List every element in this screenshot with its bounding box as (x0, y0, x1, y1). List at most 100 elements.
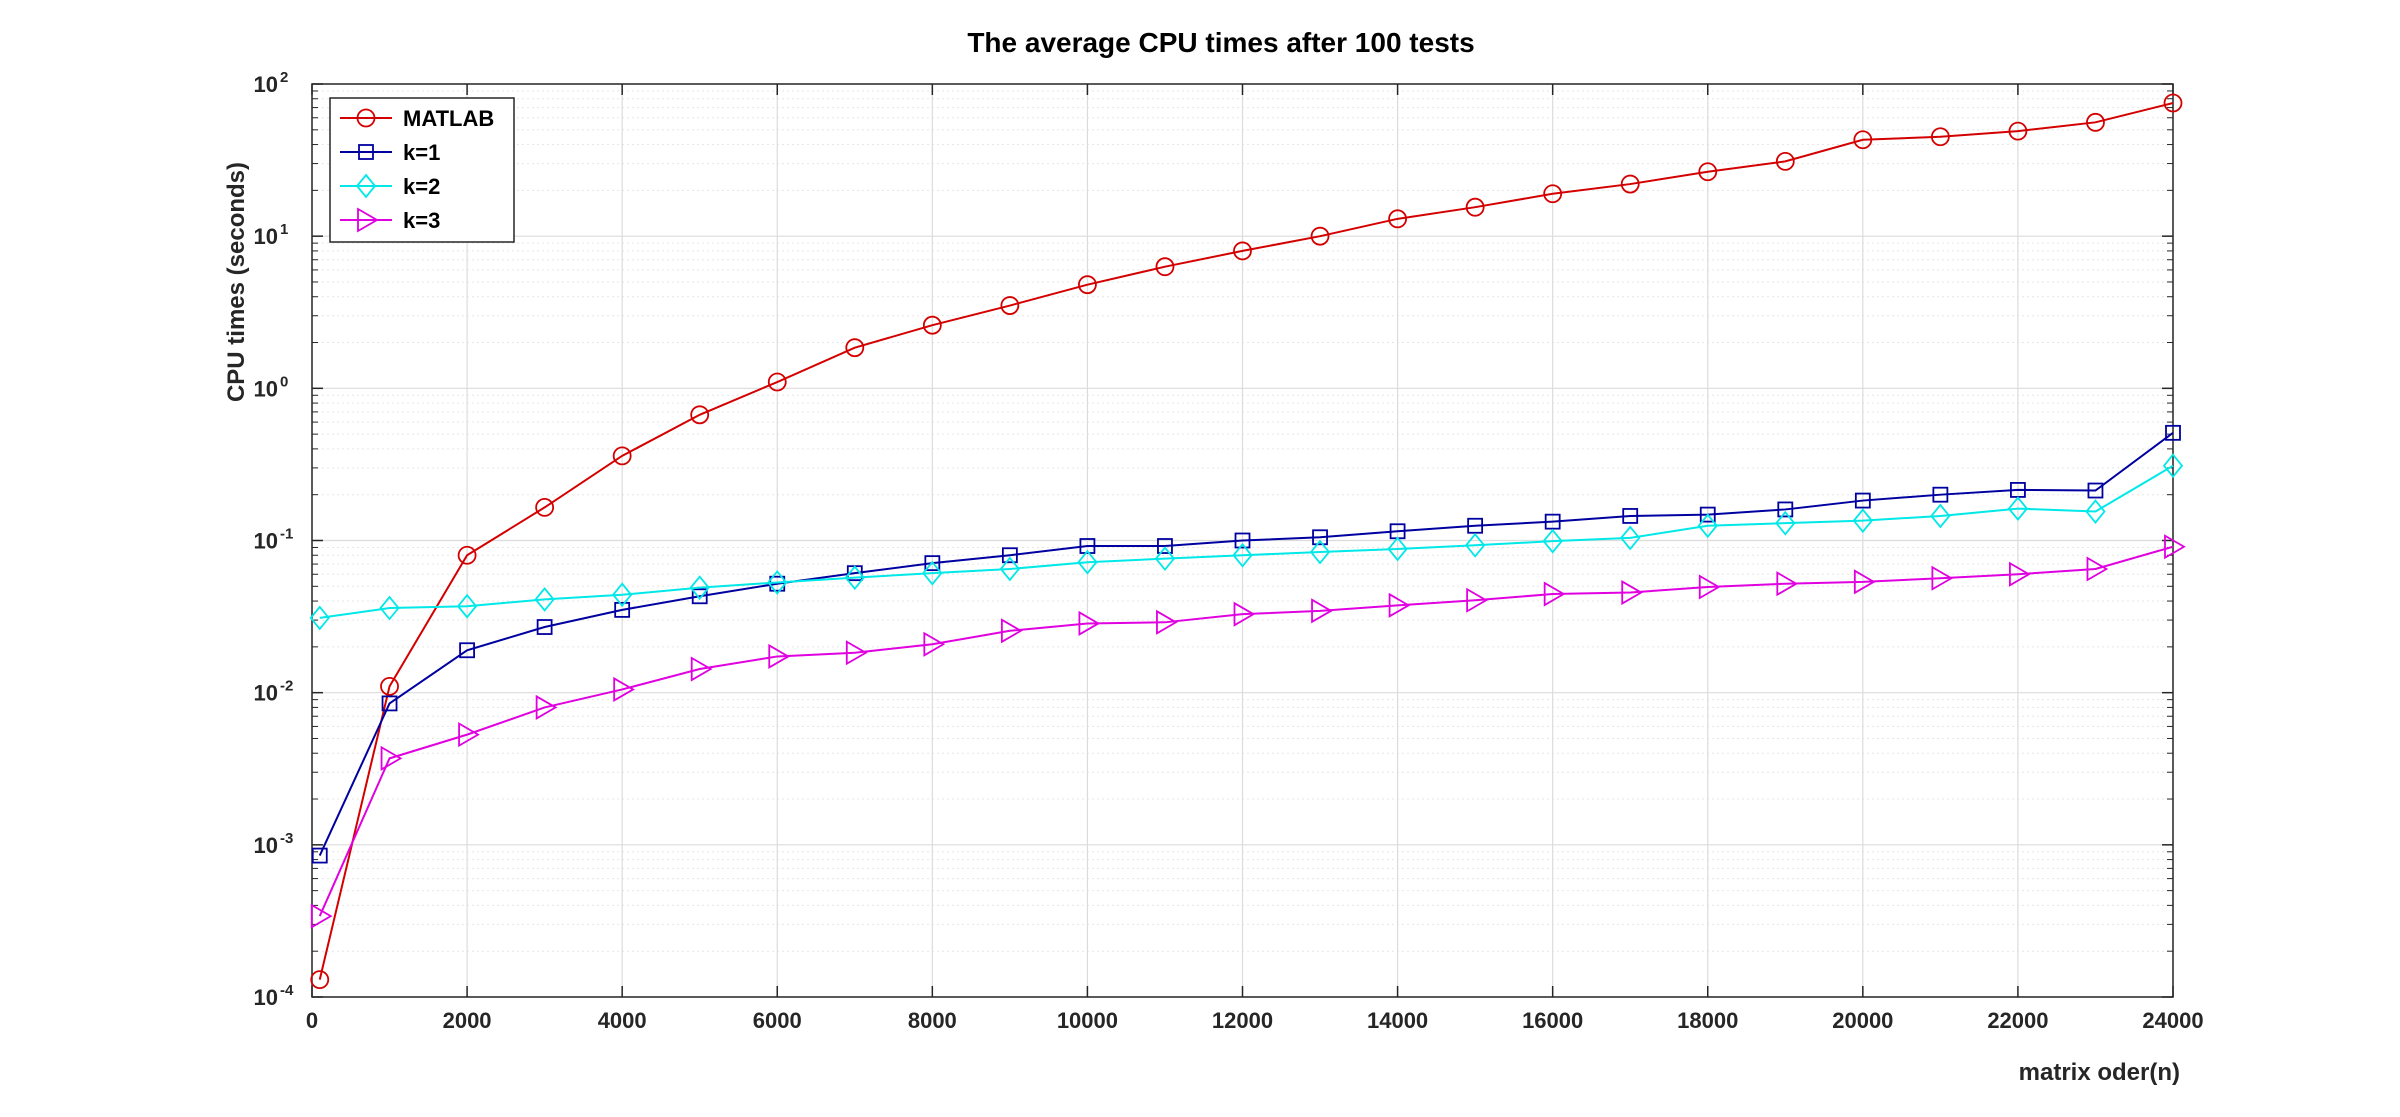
y-axis-label: CPU times (seconds) (223, 162, 250, 402)
data-point-circle (1620, 174, 1640, 194)
data-point-circle (1388, 209, 1407, 229)
data-point-square (1079, 538, 1096, 554)
data-point-circle (1155, 257, 1175, 277)
legend-box (329, 97, 515, 243)
data-point-square (691, 588, 708, 605)
data-point-circle (535, 498, 555, 517)
y-tick-exponent: -2 (280, 678, 293, 695)
data-point-triangle (845, 640, 868, 666)
data-point-diamond (1852, 508, 1873, 534)
legend-label: k=1 (403, 140, 440, 165)
data-point-triangle (1000, 618, 1023, 644)
data-point-diamond (1077, 549, 1098, 575)
data-point-circle (457, 545, 477, 565)
data-point-diamond (1154, 546, 1176, 572)
data-point-circle (1310, 226, 1330, 246)
data-point-diamond (1464, 532, 1486, 558)
x-tick-label: 8000 (908, 1008, 957, 1033)
data-point-square (924, 555, 941, 572)
data-point-square (1622, 508, 1639, 524)
series-line (318, 432, 2174, 856)
y-tick-label: 10 (254, 72, 278, 97)
data-point-circle (767, 372, 787, 392)
y-tick-label: 10 (254, 833, 278, 858)
x-tick-label: 12000 (1212, 1008, 1273, 1033)
data-point-diamond (534, 587, 555, 612)
data-point-diamond (355, 173, 377, 199)
data-point-triangle (1388, 592, 1411, 618)
data-point-triangle (1931, 565, 1954, 591)
data-point-circle (2008, 121, 2028, 141)
data-point-circle (612, 446, 632, 466)
y-tick-exponent: 0 (280, 373, 288, 390)
data-point-triangle (357, 207, 379, 233)
legend-entry: MATLAB (340, 106, 494, 131)
x-axis-label: matrix oder(n) (2019, 1059, 2180, 1086)
y-tick-exponent: 1 (280, 221, 288, 238)
data-point-triangle (1311, 598, 1333, 624)
legend-label: k=3 (403, 208, 440, 233)
data-point-square (1001, 547, 1018, 564)
data-point-circle (1078, 275, 1097, 295)
data-point-square (1312, 529, 1328, 546)
data-point-square (311, 847, 328, 864)
y-tick-exponent: -4 (280, 982, 294, 999)
data-point-diamond (612, 582, 633, 608)
data-point-circle (356, 108, 376, 128)
data-point-triangle (535, 694, 558, 720)
data-point-square (459, 642, 475, 659)
data-point-triangle (923, 631, 946, 657)
data-point-diamond (1775, 510, 1796, 536)
y-tick-label: 10 (254, 376, 278, 401)
data-point-circle (1543, 184, 1563, 204)
data-point-triangle (1776, 571, 1799, 597)
data-point-circle (1698, 162, 1718, 182)
data-point-diamond (1542, 528, 1563, 554)
data-point-square (1699, 506, 1716, 523)
data-point-diamond (1309, 539, 1331, 565)
data-point-diamond (1697, 513, 1718, 539)
data-point-triangle (310, 903, 333, 929)
chart-title: The average CPU times after 100 tests (967, 27, 1474, 58)
y-tick-label: 10 (254, 224, 278, 249)
x-tick-label: 4000 (598, 1008, 647, 1033)
data-point-diamond (689, 575, 710, 601)
data-point-diamond (2162, 453, 2184, 479)
data-point-diamond (844, 565, 865, 591)
y-tick-exponent: 2 (280, 69, 288, 86)
series-matlab (310, 93, 2183, 990)
x-tick-label: 0 (306, 1008, 318, 1033)
legend-label: k=2 (403, 174, 440, 199)
series-line (319, 464, 2174, 619)
legend-entry: k=3 (340, 207, 440, 233)
data-point-circle (1465, 197, 1485, 217)
series-k-3 (310, 534, 2186, 929)
data-point-square (381, 695, 398, 712)
data-point-square (536, 619, 553, 635)
data-point-triangle (2009, 561, 2031, 587)
series-k-2 (309, 453, 2184, 631)
data-point-diamond (999, 556, 1021, 582)
data-point-square (2087, 482, 2104, 499)
data-point-diamond (767, 570, 788, 595)
legend-entry: k=2 (340, 173, 440, 199)
data-point-square (358, 144, 374, 160)
data-point-triangle (613, 676, 635, 703)
data-point-circle (690, 405, 710, 425)
x-tick-label: 18000 (1677, 1008, 1738, 1033)
data-point-circle (845, 338, 865, 358)
x-tick-label: 2000 (443, 1008, 492, 1033)
data-series (309, 93, 2186, 990)
y-tick-label: 10 (254, 681, 278, 706)
data-point-square (1467, 517, 1484, 534)
data-point-triangle (768, 643, 791, 670)
x-tick-label: 22000 (1987, 1008, 2048, 1033)
data-point-square (1544, 513, 1561, 530)
data-point-diamond (1930, 503, 1951, 529)
axis-ticks: 10 -410 -310 -210 -110 010 110 20 2000 4000 6000 80… (254, 69, 2204, 1033)
data-point-triangle (690, 656, 713, 682)
data-point-diamond (1232, 542, 1253, 568)
data-point-square (1932, 486, 1949, 503)
legend: MATLAB k=1 k=2 k=3 (329, 97, 515, 243)
data-point-triangle (2086, 556, 2109, 582)
